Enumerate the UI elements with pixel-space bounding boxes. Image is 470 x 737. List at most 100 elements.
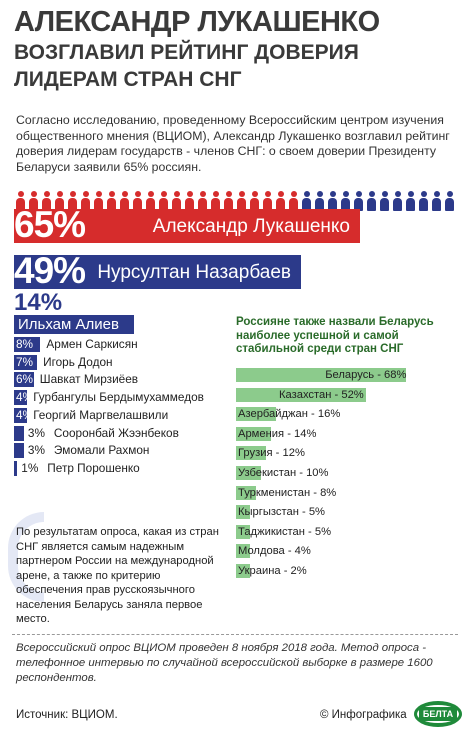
leader-bar xyxy=(14,407,28,423)
person-icon xyxy=(393,191,402,211)
person-icon xyxy=(302,191,311,211)
leader-name: Игорь Додон xyxy=(43,354,113,369)
leader-pct: 6% xyxy=(16,372,34,387)
person-icon xyxy=(224,191,233,211)
country-bar xyxy=(236,564,250,578)
leader-bar xyxy=(14,354,38,370)
person-icon xyxy=(328,191,337,211)
country-label: Таджикистан - 5% xyxy=(238,525,332,538)
leader-pct: 7% xyxy=(16,354,34,369)
leader-name: Александр Лукашенко xyxy=(152,216,350,237)
person-icon xyxy=(55,191,64,211)
country-bar xyxy=(236,485,256,500)
person-icon xyxy=(159,191,168,211)
leader-name: Гурбангулы Бердымухаммедов xyxy=(33,390,204,405)
person-icon xyxy=(419,191,428,211)
leader-bar xyxy=(14,390,28,406)
logo-text: БЕЛТА xyxy=(419,707,457,721)
country-bar xyxy=(236,505,250,520)
leader-bar xyxy=(14,337,41,352)
person-icon xyxy=(315,191,324,211)
intro-text: Согласно исследованию, проведенному Всер… xyxy=(16,113,450,174)
page-title: АЛЕКСАНДР ЛУКАШЕНКО ВОЗГЛАВИЛ РЕЙТИНГ ДО… xyxy=(14,6,464,93)
country-label: Украина - 2% xyxy=(238,565,307,577)
people-icons-row xyxy=(0,191,470,211)
leader-pct: 3% xyxy=(27,425,45,440)
country-label: Узбекистан - 10% xyxy=(238,467,329,479)
person-icon xyxy=(289,191,298,211)
title-line-1: АЛЕКСАНДР ЛУКАШЕНКО xyxy=(14,6,380,38)
country-label: Азербайджан - 16% xyxy=(238,408,341,421)
person-icon xyxy=(94,191,103,211)
person-icon xyxy=(29,191,38,211)
leader-bar-lukashenko: 65% Александр Лукашенко xyxy=(14,205,360,245)
leader-bar xyxy=(14,372,34,388)
country-label: Беларусь - 68% xyxy=(325,369,407,381)
person-icon xyxy=(380,191,389,211)
countries-chart: Россияне также назвали Беларусь наиболее… xyxy=(236,316,460,578)
person-icon xyxy=(276,191,285,211)
leader-pct: 65% xyxy=(14,204,86,245)
person-icon xyxy=(432,191,441,211)
title-line-3: ЛИДЕРАМ СТРАН СНГ xyxy=(14,68,242,91)
person-icon xyxy=(16,191,25,211)
person-icon xyxy=(198,191,207,211)
person-icon xyxy=(42,191,51,211)
person-icon xyxy=(81,191,90,211)
leader-name: Эмомали Рахмон xyxy=(53,443,150,458)
countries-chart-title: Россияне также назвали Беларусь наиболее… xyxy=(236,316,434,355)
country-bar xyxy=(236,524,250,539)
person-icon xyxy=(107,191,116,211)
person-icon xyxy=(341,191,350,211)
leader-name: Нурсултан Назарбаев xyxy=(97,262,291,283)
copyright-text: © Инфографика xyxy=(320,709,407,721)
leader-bar-aliyev: 14% Ильхам Алиев xyxy=(14,289,134,334)
leader-name: Петр Порошенко xyxy=(47,460,140,475)
person-icon xyxy=(367,191,376,211)
person-icon xyxy=(185,191,194,211)
leader-name: Сооронбай Жээнбеков xyxy=(53,425,179,440)
leader-name: Шавкат Мирзиёев xyxy=(39,372,139,387)
person-icon xyxy=(406,191,415,211)
country-label: Туркменистан - 8% xyxy=(238,486,337,499)
person-icon xyxy=(172,191,181,211)
leader-pct: 1% xyxy=(21,460,39,475)
country-bar xyxy=(236,407,276,422)
leader-name: Армен Саркисян xyxy=(46,337,138,351)
leader-pct: 14% xyxy=(14,289,63,316)
leader-pct: 3% xyxy=(27,443,45,458)
country-bar xyxy=(236,544,250,559)
leader-bar xyxy=(14,425,24,441)
country-label: Молдова - 4% xyxy=(238,545,311,558)
leader-pct: 4% xyxy=(16,407,34,422)
person-icon xyxy=(146,191,155,211)
leader-bar-nazarbayev: 49% Нурсултан Назарбаев xyxy=(14,251,301,291)
person-icon xyxy=(68,191,77,211)
country-label: Казахстан - 52% xyxy=(279,388,364,401)
leader-pct: 8% xyxy=(16,337,34,351)
person-icon xyxy=(263,191,272,211)
survey-note: Всероссийский опрос ВЦИОМ проведен 8 ноя… xyxy=(16,642,433,684)
country-bar xyxy=(236,426,271,441)
belta-logo-icon: БЕЛТА xyxy=(414,701,462,727)
divider xyxy=(12,634,458,635)
country-bar xyxy=(236,466,261,480)
leader-pct: 49% xyxy=(14,250,86,291)
country-label: Армения - 14% xyxy=(238,427,317,440)
leader-name: Георгий Маргвелашвили xyxy=(33,407,169,422)
person-icon xyxy=(120,191,129,211)
person-icon xyxy=(445,191,454,211)
leader-pct: 4% xyxy=(16,390,34,405)
partner-note: По результатам опроса, какая из стран СН… xyxy=(16,526,219,625)
country-label: Кыргызстан - 5% xyxy=(238,506,326,519)
leader-bar xyxy=(14,460,18,476)
country-bar xyxy=(236,446,266,461)
leader-bar xyxy=(14,443,24,459)
title-line-2: ВОЗГЛАВИЛ РЕЙТИНГ ДОВЕРИЯ xyxy=(14,41,359,64)
person-icon xyxy=(250,191,259,211)
country-bar xyxy=(236,368,406,382)
person-icon xyxy=(133,191,142,211)
leader-name: Ильхам Алиев xyxy=(14,315,134,334)
person-icon xyxy=(211,191,220,211)
source-text: Источник: ВЦИОМ. xyxy=(16,709,118,721)
